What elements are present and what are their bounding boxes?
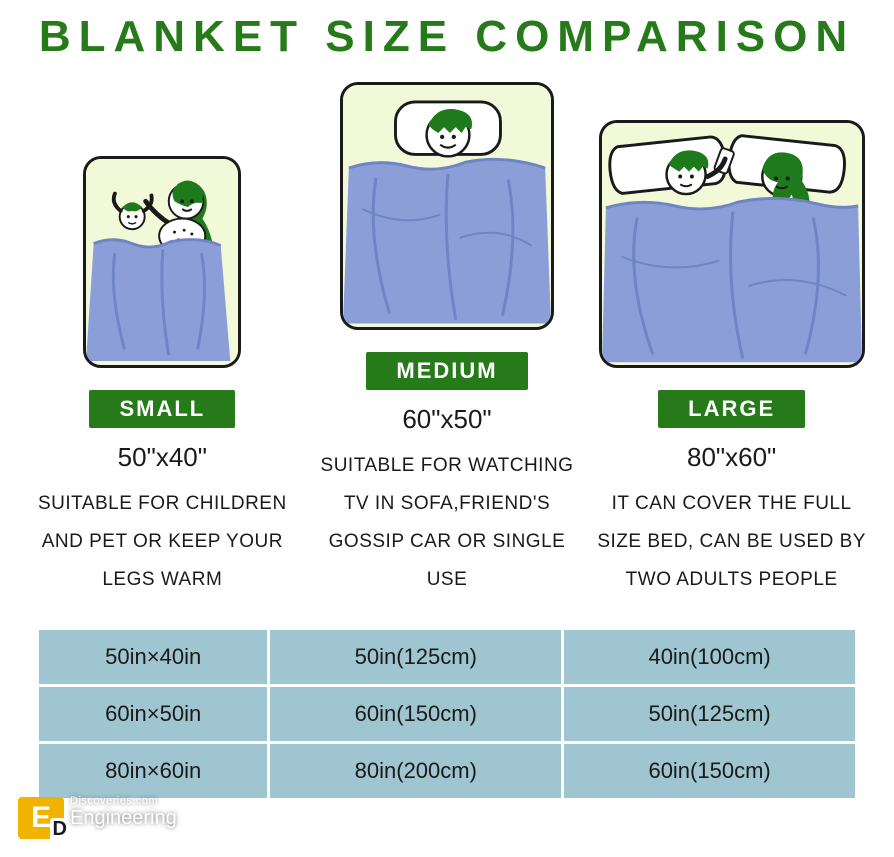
small-blanket-svg: [86, 156, 238, 365]
dims-large: 80"x60": [687, 442, 776, 473]
badge-large: LARGE: [658, 390, 805, 428]
table-cell: 60in×50in: [39, 687, 267, 741]
table-row: 60in×50in 60in(150cm) 50in(125cm): [39, 687, 855, 741]
dims-medium: 60"x50": [402, 404, 491, 435]
watermark-logo: E D: [18, 797, 64, 839]
watermark-sub: Discoveries.com: [70, 795, 158, 807]
logo-d-icon: D: [50, 818, 70, 841]
illustration-small: [83, 156, 241, 368]
size-table: 50in×40in 50in(125cm) 40in(100cm) 60in×5…: [36, 627, 858, 801]
table-cell: 80in×60in: [39, 744, 267, 798]
desc-small: SUITABLE FOR CHILDREN AND PET OR KEEP YO…: [22, 485, 302, 599]
illustration-medium: [340, 82, 554, 330]
large-blanket-svg: [602, 120, 862, 365]
badge-medium: MEDIUM: [366, 352, 527, 390]
badge-small: SMALL: [89, 390, 235, 428]
table-cell: 60in(150cm): [564, 744, 855, 798]
table-cell: 40in(100cm): [564, 630, 855, 684]
table-cell: 50in×40in: [39, 630, 267, 684]
size-columns: SMALL 50"x40" SUITABLE FOR CHILDREN AND …: [0, 82, 894, 599]
table-cell: 50in(125cm): [270, 630, 561, 684]
column-medium: MEDIUM 60"x50" SUITABLE FOR WATCHING TV …: [307, 82, 587, 599]
table-cell: 80in(200cm): [270, 744, 561, 798]
watermark: E D Discoveries.com Engineering: [18, 797, 177, 839]
size-table-wrap: 50in×40in 50in(125cm) 40in(100cm) 60in×5…: [36, 627, 858, 801]
table-cell: 50in(125cm): [564, 687, 855, 741]
column-small: SMALL 50"x40" SUITABLE FOR CHILDREN AND …: [22, 156, 302, 599]
watermark-main: Engineering: [70, 807, 177, 829]
page-title: BLANKET SIZE COMPARISON: [0, 0, 894, 62]
table-row: 80in×60in 80in(200cm) 60in(150cm): [39, 744, 855, 798]
desc-large: IT CAN COVER THE FULL SIZE BED, CAN BE U…: [592, 485, 872, 599]
medium-blanket-svg: [343, 82, 551, 327]
table-cell: 60in(150cm): [270, 687, 561, 741]
column-large: LARGE 80"x60" IT CAN COVER THE FULL SIZE…: [592, 120, 872, 599]
watermark-text: Discoveries.com Engineering: [70, 807, 177, 830]
illustration-large: [599, 120, 865, 368]
table-row: 50in×40in 50in(125cm) 40in(100cm): [39, 630, 855, 684]
desc-medium: SUITABLE FOR WATCHING TV IN SOFA,FRIEND'…: [307, 447, 587, 599]
logo-e-icon: E: [31, 801, 51, 835]
dims-small: 50"x40": [118, 442, 207, 473]
